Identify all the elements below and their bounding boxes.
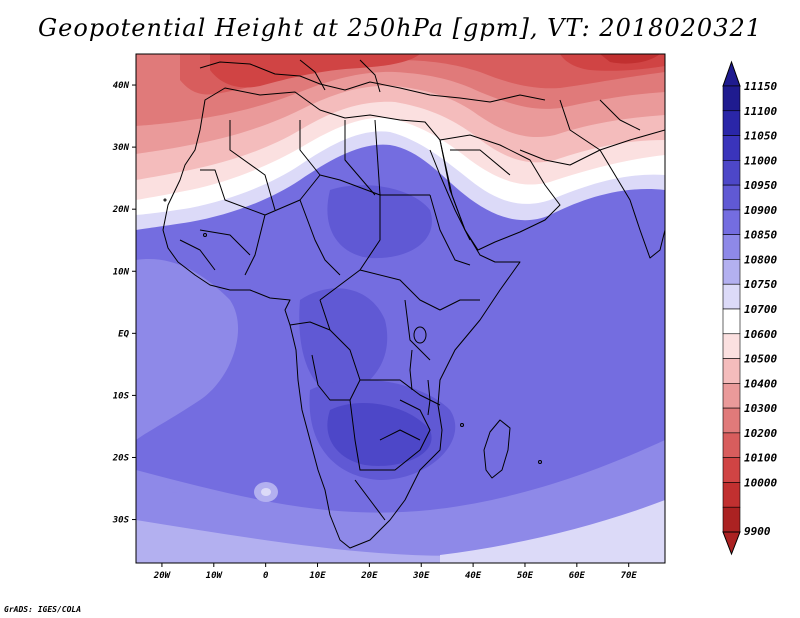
legend-label: 10950 xyxy=(744,179,777,192)
lat-tick-label: EQ xyxy=(118,329,129,339)
lon-tick-label: 30E xyxy=(412,571,430,581)
legend-label: 10400 xyxy=(744,377,777,390)
legend-label: 10500 xyxy=(744,353,777,366)
lat-tick-label: 10S xyxy=(113,391,130,401)
legend-swatch xyxy=(722,135,741,161)
plot-frame xyxy=(135,53,666,564)
lat-tick-label: 20N xyxy=(112,205,130,215)
longitude-ticks: 20W 10W 0 10E 20E 30E 40E 50E 60E 70E xyxy=(153,563,638,581)
legend-swatch xyxy=(722,85,741,112)
legend-swatch xyxy=(722,482,741,508)
legend-label: 10900 xyxy=(744,204,777,217)
lon-tick-label: 0 xyxy=(263,571,269,581)
legend-swatch xyxy=(722,184,741,211)
legend-label: 9900 xyxy=(744,525,771,538)
legend-label: 11000 xyxy=(744,154,777,167)
legend-label: 10800 xyxy=(744,253,777,266)
lat-tick-label: 30N xyxy=(112,143,130,153)
legend-label: 10750 xyxy=(744,278,777,291)
legend-bottom-arrow xyxy=(722,531,741,556)
legend-label: 10100 xyxy=(744,452,777,465)
legend-label: 10600 xyxy=(744,328,777,341)
legend-swatch xyxy=(722,283,741,310)
lat-tick-label: 30S xyxy=(112,516,130,526)
lon-tick-label: 50E xyxy=(517,571,534,581)
coastlines xyxy=(162,59,665,549)
latitude-ticks: 40N 30N 20N 10N EQ 10S 20S 30S xyxy=(112,81,136,526)
lon-tick-label: 20W xyxy=(153,571,172,581)
legend-label: 10700 xyxy=(744,303,777,316)
lon-tick-label: 10W xyxy=(206,571,224,581)
legend-swatch xyxy=(722,457,741,483)
legend-swatch xyxy=(722,506,741,533)
lon-tick-label: 20E xyxy=(360,571,378,581)
legend-swatch xyxy=(722,259,741,285)
legend-swatch xyxy=(722,234,741,260)
lat-tick-label: 10N xyxy=(113,267,130,277)
legend-label: 10000 xyxy=(744,476,777,489)
legend-label: 10300 xyxy=(744,402,777,415)
legend-swatch xyxy=(722,308,741,335)
legend-swatch xyxy=(722,383,741,409)
map-title: Geopotential Height at 250hPa [gpm], VT:… xyxy=(38,14,762,42)
color-legend: 11150 11100 11050 11000 10950 10900 10850 10800… xyxy=(722,60,777,556)
legend-swatch xyxy=(722,407,741,434)
lat-tick-label: 40N xyxy=(113,81,130,91)
legend-label: 11050 xyxy=(744,130,777,143)
legend-swatch xyxy=(722,432,741,458)
legend-label: 11150 xyxy=(744,80,777,93)
legend-swatch xyxy=(722,358,741,384)
legend-swatch xyxy=(722,333,741,359)
lon-tick-label: 70E xyxy=(621,571,638,581)
legend-label: 11100 xyxy=(744,105,777,118)
legend-label: 10850 xyxy=(744,229,777,242)
legend-label: 10200 xyxy=(744,427,777,440)
lon-tick-label: 40E xyxy=(465,571,482,581)
legend-swatch xyxy=(722,209,741,235)
legend-swatch xyxy=(722,110,741,136)
legend-top-arrow xyxy=(722,60,741,87)
grads-credit: GrADS: IGES/COLA xyxy=(4,605,82,614)
lon-tick-label: 10E xyxy=(309,571,326,581)
legend-swatch xyxy=(722,160,741,186)
height-field xyxy=(136,54,665,563)
lon-tick-label: 60E xyxy=(569,571,586,581)
lat-tick-label: 20S xyxy=(112,453,130,463)
